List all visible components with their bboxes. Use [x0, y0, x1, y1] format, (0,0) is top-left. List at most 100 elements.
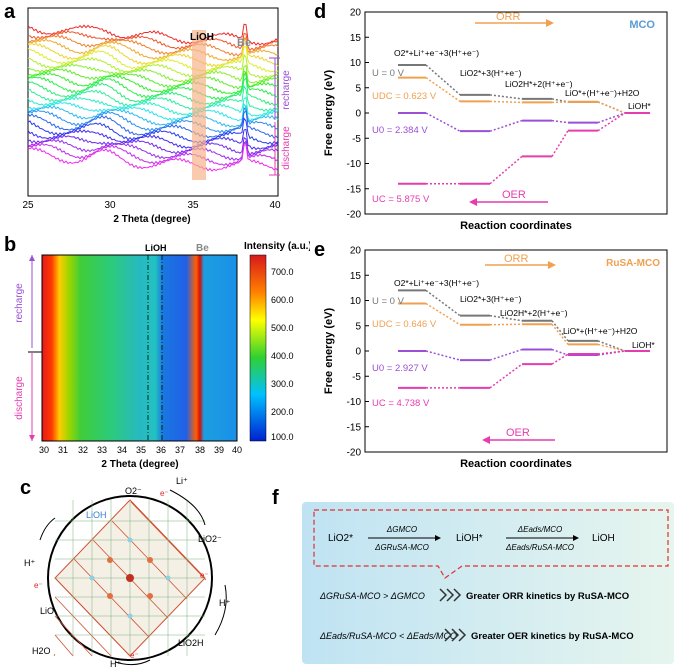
- xrd-curve: [27, 63, 279, 84]
- energy-connector: [489, 363, 523, 389]
- energy-connector: [425, 289, 461, 317]
- oer-label: OER: [502, 189, 526, 201]
- electron-label: e⁻: [160, 489, 169, 498]
- lio2-label: LiO2⁻: [198, 534, 222, 544]
- lio2-star: LiO2*: [328, 533, 353, 544]
- xrd-curve: [27, 30, 279, 52]
- ytick-label: -15: [347, 184, 362, 195]
- xrd-curve: [27, 68, 279, 90]
- crystal-lattice: [53, 499, 207, 657]
- xrd-curve: [27, 142, 279, 167]
- xrd-curve: [27, 72, 279, 101]
- xrd-curves: [27, 23, 279, 172]
- xtick: 40: [232, 445, 242, 455]
- energy-connector: [425, 350, 461, 361]
- state-label: LiO2*+3(H⁺+e⁻): [460, 294, 522, 304]
- state-label: LiOH*: [628, 101, 651, 111]
- xrd-curve: [27, 109, 279, 140]
- colorbar-title: Intensity (a.u.): [244, 241, 310, 252]
- recharge-label: recharge: [281, 70, 292, 110]
- xrd-curve: [27, 134, 279, 156]
- arrow: [169, 489, 206, 526]
- panel-e-xlabel: Reaction coordinates: [460, 458, 572, 470]
- panel-f-label: f: [272, 487, 279, 509]
- energy-connector: [551, 101, 569, 104]
- xtick: 35: [187, 200, 199, 211]
- discharge-label: discharge: [281, 126, 292, 170]
- discharge-label: discharge: [14, 376, 25, 420]
- panel-f-box: [302, 502, 674, 664]
- energy-connector: [551, 130, 569, 157]
- energy-connector: [425, 112, 461, 132]
- panel-d-label: d: [314, 1, 326, 23]
- xrd-curve: [27, 107, 279, 134]
- xtick: 33: [97, 445, 107, 455]
- reaction-arrowhead: [573, 535, 579, 541]
- panel-c: c LiOH O2⁻ Li⁺ LiO2⁻ H⁺ H⁺ LiO2H LiO H2O…: [20, 476, 230, 668]
- ytick-label: 20: [350, 246, 362, 257]
- colorbar-ticks: 700.0 600.0 500.0 400.0 300.0 200.0 100.…: [271, 267, 294, 442]
- state-label: O2*+Li⁺+e⁻+3(H⁺+e⁻): [394, 278, 479, 288]
- u0-label: U = 0 V: [372, 68, 405, 79]
- xrd-curve: [27, 38, 279, 62]
- ytick-label: 5: [355, 83, 361, 94]
- udc-label: UDC = 0.646 V: [372, 319, 437, 330]
- ytick-label: -5: [352, 134, 361, 145]
- state-label: O2*+Li⁺+e⁻+3(H⁺+e⁻): [394, 48, 479, 58]
- atom: [107, 557, 113, 563]
- panel-a-frame: [27, 7, 279, 197]
- ytick-label: -10: [347, 159, 362, 170]
- uc-label: UC = 4.738 V: [372, 398, 430, 409]
- xrd-curve: [27, 96, 279, 117]
- h-label: H⁺: [219, 598, 230, 608]
- energy-connector: [551, 323, 569, 345]
- atom: [89, 575, 95, 581]
- state-label: LiO2H*+2(H⁺+e⁻): [505, 79, 573, 89]
- cycle-ring: [47, 495, 213, 661]
- panel-e-label: e: [314, 239, 325, 261]
- colorbar-tick: 700.0: [271, 267, 294, 277]
- xrd-curve: [27, 105, 279, 128]
- xtick: 40: [269, 200, 281, 211]
- xtick: 30: [39, 445, 49, 455]
- energy-connector: [489, 323, 523, 326]
- xtick: 31: [58, 445, 68, 455]
- atom: [126, 574, 134, 582]
- energy-connector: [597, 112, 626, 132]
- atom: [127, 537, 133, 543]
- lioh-label: LiOH: [86, 510, 107, 520]
- energy-connector: [425, 77, 461, 102]
- heatmap-frame: [41, 254, 238, 442]
- electron-label: e⁻: [34, 581, 43, 590]
- recharge-arrowhead: [29, 255, 35, 261]
- panel-c-label: c: [20, 477, 31, 499]
- chevrons-icon: [444, 628, 467, 642]
- heatmap: [42, 255, 237, 441]
- colorbar-tick: 400.0: [271, 351, 294, 361]
- udc-label: UDC = 0.623 V: [372, 91, 437, 102]
- panel-b-label: b: [4, 234, 16, 256]
- xrd-curve: [27, 40, 279, 68]
- uc-label: UC = 5.875 V: [372, 194, 430, 205]
- xtick: 37: [175, 445, 185, 455]
- energy-connector: [597, 112, 626, 124]
- panel-e-tag: RuSA-MCO: [606, 258, 660, 269]
- state-label: LiOH*: [632, 340, 655, 350]
- ytick-label: -20: [347, 448, 362, 459]
- lioh-star: LiOH*: [456, 533, 483, 544]
- xtick: 38: [195, 445, 205, 455]
- colorbar-tick: 100.0: [271, 432, 294, 442]
- energy-connector: [551, 320, 569, 342]
- li-label: Li⁺: [176, 476, 188, 486]
- ytick-label: 10: [350, 58, 362, 69]
- xtick: 39: [214, 445, 224, 455]
- energy-connector: [489, 348, 523, 361]
- lioh: LiOH: [592, 533, 615, 544]
- chevrons-icon: [439, 588, 462, 602]
- atom: [147, 593, 153, 599]
- energy-connector: [489, 155, 523, 185]
- energy-connector: [425, 64, 461, 96]
- line1-text: Greater ORR kinetics by RuSA-MCO: [466, 591, 629, 602]
- line2-lhs: ΔEads/RuSA-MCO < ΔEads/MCO: [319, 631, 457, 641]
- y-axis: 20 15 10 5 0 -5 -10 -15 -20: [347, 8, 369, 221]
